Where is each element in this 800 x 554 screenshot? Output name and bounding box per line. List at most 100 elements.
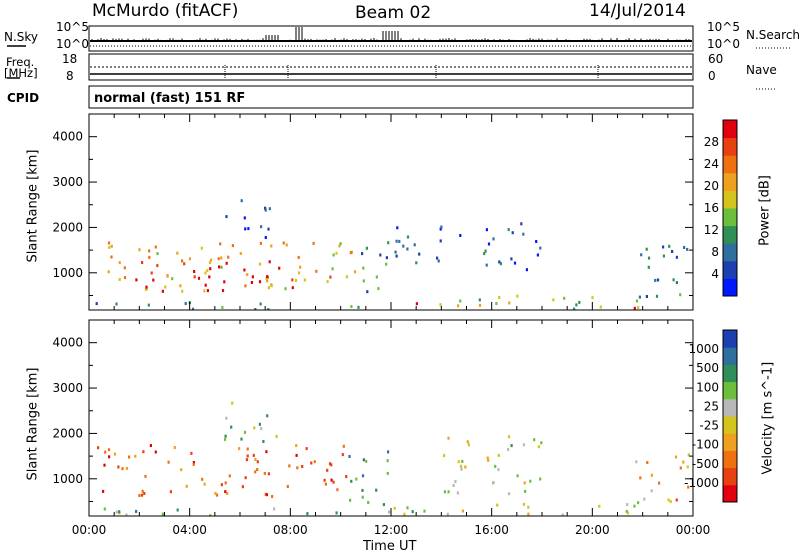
date-title: 14/Jul/2014 xyxy=(589,1,686,21)
cpid-value: normal (fast) 151 RF xyxy=(94,91,246,106)
data-cell xyxy=(203,482,206,486)
data-cell xyxy=(123,266,126,270)
data-cell xyxy=(525,268,528,272)
data-cell xyxy=(228,474,231,478)
data-cell xyxy=(266,275,269,279)
data-cell xyxy=(225,261,228,265)
data-cell xyxy=(662,245,665,249)
data-cell xyxy=(241,485,244,489)
data-cell xyxy=(498,260,501,264)
colorbar-segment xyxy=(723,137,737,156)
nsearch-tick-low: 10^0 xyxy=(707,37,740,51)
data-cell xyxy=(687,485,690,489)
data-cell xyxy=(224,437,227,441)
data-cell xyxy=(516,474,519,478)
data-cell xyxy=(108,455,111,459)
data-cell xyxy=(635,460,638,464)
colorbar-tick-label: 20 xyxy=(704,179,719,193)
data-cell xyxy=(646,461,649,464)
data-cell xyxy=(246,447,249,451)
colorbar-frame xyxy=(722,119,738,297)
data-cell xyxy=(656,278,660,282)
data-cell xyxy=(655,294,659,298)
colorbar-segment xyxy=(723,225,737,244)
data-cell xyxy=(675,498,678,502)
data-cell xyxy=(192,461,195,464)
data-cell xyxy=(402,244,405,248)
nsky-tick-low: 10^0 xyxy=(56,37,89,51)
data-cell xyxy=(366,290,369,294)
data-cell xyxy=(268,207,271,211)
data-cell xyxy=(115,510,118,514)
data-cell xyxy=(154,450,157,454)
data-cell xyxy=(264,206,267,210)
data-cell xyxy=(209,267,212,271)
data-cell xyxy=(220,483,223,487)
data-cell xyxy=(446,512,449,516)
nsearch-label: N.Search xyxy=(746,28,800,42)
colorbar-tick-label: 1000 xyxy=(688,342,719,356)
data-cell xyxy=(217,257,220,261)
power-ylabel: Slant Range [km] xyxy=(25,149,41,263)
nsky-panel-frame xyxy=(88,25,694,52)
colorbar-segment xyxy=(723,243,737,262)
data-cell xyxy=(510,444,513,448)
data-cell xyxy=(396,226,399,230)
y-tick-label: 4000 xyxy=(52,130,83,144)
colorbar-segment xyxy=(723,347,737,365)
x-tick-label: 16:00 xyxy=(474,523,509,537)
data-cell xyxy=(326,280,329,284)
data-cell xyxy=(635,299,639,303)
data-cell xyxy=(145,285,148,289)
data-cell xyxy=(141,261,144,264)
data-cell xyxy=(459,464,463,468)
nave-tick-low: 0 xyxy=(708,69,716,83)
y-tick-label: 2000 xyxy=(52,220,83,234)
data-cell xyxy=(161,289,164,293)
status-panels xyxy=(7,25,790,109)
data-cell xyxy=(650,489,653,493)
data-cell xyxy=(467,443,470,447)
data-cell xyxy=(418,252,421,256)
data-cell xyxy=(647,265,650,269)
data-cell xyxy=(638,295,641,299)
data-cell xyxy=(539,477,542,481)
data-cell xyxy=(188,257,191,261)
data-cell xyxy=(535,240,538,243)
data-cells xyxy=(95,199,689,310)
data-cell xyxy=(367,501,370,504)
station-title: McMurdo (fitACF) xyxy=(92,1,239,21)
data-cell xyxy=(520,222,523,226)
data-cell xyxy=(598,504,601,508)
data-cell xyxy=(674,455,678,459)
data-cell xyxy=(243,430,247,434)
data-cell xyxy=(97,446,100,450)
data-cell xyxy=(246,273,249,277)
data-cell xyxy=(637,501,640,505)
data-cell xyxy=(398,239,401,243)
plot-frame xyxy=(88,319,694,517)
beam-title: Beam 02 xyxy=(355,3,432,23)
data-cell xyxy=(267,308,270,310)
data-cell xyxy=(193,270,196,273)
data-cell xyxy=(209,258,213,262)
data-cell xyxy=(492,237,495,241)
freq-label-2: [MHz] xyxy=(4,66,38,80)
data-cell xyxy=(218,265,221,269)
data-cell xyxy=(466,440,469,444)
data-cell xyxy=(230,425,233,429)
data-cell xyxy=(675,255,678,259)
data-cell xyxy=(447,436,450,440)
data-cell xyxy=(533,438,536,442)
data-cell xyxy=(180,468,183,472)
data-cell xyxy=(464,465,467,469)
data-cell xyxy=(224,481,227,485)
data-cell xyxy=(507,228,510,232)
colorbar-tick-label: 12 xyxy=(704,223,719,237)
data-cell xyxy=(291,278,294,282)
data-cell xyxy=(457,304,460,308)
data-cell xyxy=(264,492,267,496)
data-cell xyxy=(190,451,193,455)
cpid-label: CPID xyxy=(7,91,40,105)
data-cell xyxy=(523,481,526,485)
